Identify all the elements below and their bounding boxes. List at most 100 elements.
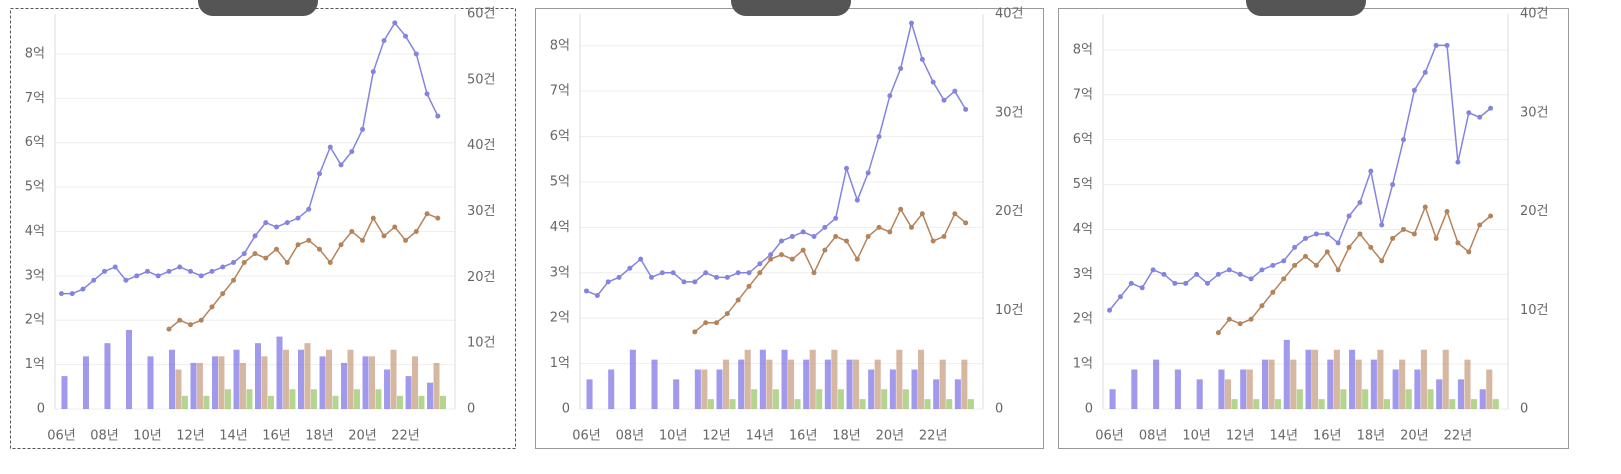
- point: [1292, 244, 1298, 250]
- bar: [1479, 389, 1486, 409]
- point: [779, 238, 784, 244]
- x-tick-label: 18년: [832, 429, 861, 444]
- point: [349, 149, 355, 155]
- point: [58, 291, 64, 297]
- bar: [1231, 399, 1238, 409]
- y-tick-label: 3억: [550, 265, 570, 280]
- point: [1477, 114, 1483, 120]
- point: [403, 33, 409, 39]
- point: [616, 274, 622, 280]
- point: [187, 268, 193, 274]
- point: [360, 126, 366, 132]
- tab-pill[interactable]: [731, 0, 851, 16]
- price-line: [1108, 44, 1492, 311]
- bar: [353, 389, 360, 409]
- point: [295, 242, 301, 248]
- y-tick-label: 6억: [550, 129, 570, 144]
- point: [435, 113, 441, 119]
- bar: [233, 349, 240, 409]
- bar: [368, 356, 375, 409]
- bar: [751, 389, 758, 409]
- bar: [738, 359, 745, 409]
- bar: [196, 362, 203, 409]
- point: [865, 233, 871, 239]
- bar: [405, 376, 412, 409]
- y-tick-label: 2억: [1073, 312, 1093, 327]
- x-tick-label: 16년: [789, 429, 818, 444]
- point: [1292, 262, 1298, 268]
- point: [413, 228, 419, 234]
- bar: [255, 343, 262, 409]
- bar: [837, 389, 844, 409]
- point: [230, 277, 236, 283]
- bar: [125, 330, 132, 409]
- y-tick-label: 6억: [25, 135, 45, 150]
- point: [724, 311, 730, 317]
- x-tick-label: 08년: [616, 429, 645, 444]
- point: [220, 264, 226, 270]
- point: [898, 206, 904, 212]
- bar: [1492, 399, 1499, 409]
- x-tick-label: 10년: [133, 429, 162, 444]
- point: [789, 256, 795, 262]
- bar: [874, 359, 881, 409]
- x-tick-label: 20년: [348, 429, 377, 444]
- x-tick-label: 12년: [176, 429, 205, 444]
- point: [144, 268, 150, 274]
- point: [306, 237, 312, 243]
- bar: [924, 399, 931, 409]
- point: [1303, 235, 1308, 241]
- point: [252, 251, 258, 257]
- point: [392, 20, 398, 26]
- bar: [933, 379, 940, 409]
- point: [909, 224, 914, 230]
- point: [1172, 280, 1178, 286]
- bar: [418, 395, 425, 409]
- point: [317, 171, 323, 177]
- x-tick-label: 22년: [919, 429, 948, 444]
- tab-pill[interactable]: [198, 0, 318, 16]
- point: [198, 317, 204, 323]
- bar: [1420, 349, 1427, 409]
- point: [284, 260, 290, 266]
- point: [274, 224, 280, 230]
- bar: [651, 359, 658, 409]
- point: [69, 291, 75, 297]
- point: [703, 270, 709, 276]
- point: [898, 65, 904, 71]
- point: [177, 317, 183, 323]
- y-tick-label: 4억: [1073, 222, 1093, 237]
- point: [779, 252, 784, 258]
- point: [876, 224, 882, 230]
- point: [1335, 240, 1341, 246]
- y-tick-label: 3억: [25, 268, 45, 283]
- point: [1411, 231, 1417, 237]
- bar: [1240, 369, 1247, 409]
- bar: [701, 369, 708, 409]
- bar: [729, 399, 736, 409]
- tab-pill[interactable]: [1246, 0, 1366, 16]
- bar: [868, 369, 875, 409]
- point: [295, 215, 301, 221]
- bar: [411, 356, 419, 409]
- point: [746, 270, 752, 276]
- point: [746, 283, 752, 289]
- y2-tick-label: 10건: [995, 303, 1024, 318]
- point: [403, 237, 409, 243]
- bar: [246, 389, 253, 409]
- point: [757, 261, 763, 267]
- point: [1237, 321, 1243, 327]
- point: [876, 134, 882, 140]
- y-tick-label: 5억: [550, 174, 570, 189]
- y-tick-label: 7억: [25, 91, 45, 106]
- point: [1390, 235, 1396, 241]
- x-tick-label: 20년: [876, 429, 905, 444]
- bar: [1399, 359, 1406, 409]
- point: [1139, 285, 1145, 291]
- bar: [1109, 389, 1116, 409]
- point: [134, 273, 140, 279]
- point: [1205, 280, 1211, 286]
- y-tick-label: 0: [562, 402, 570, 417]
- y2-tick-label: 40건: [1520, 7, 1549, 22]
- point: [941, 233, 947, 239]
